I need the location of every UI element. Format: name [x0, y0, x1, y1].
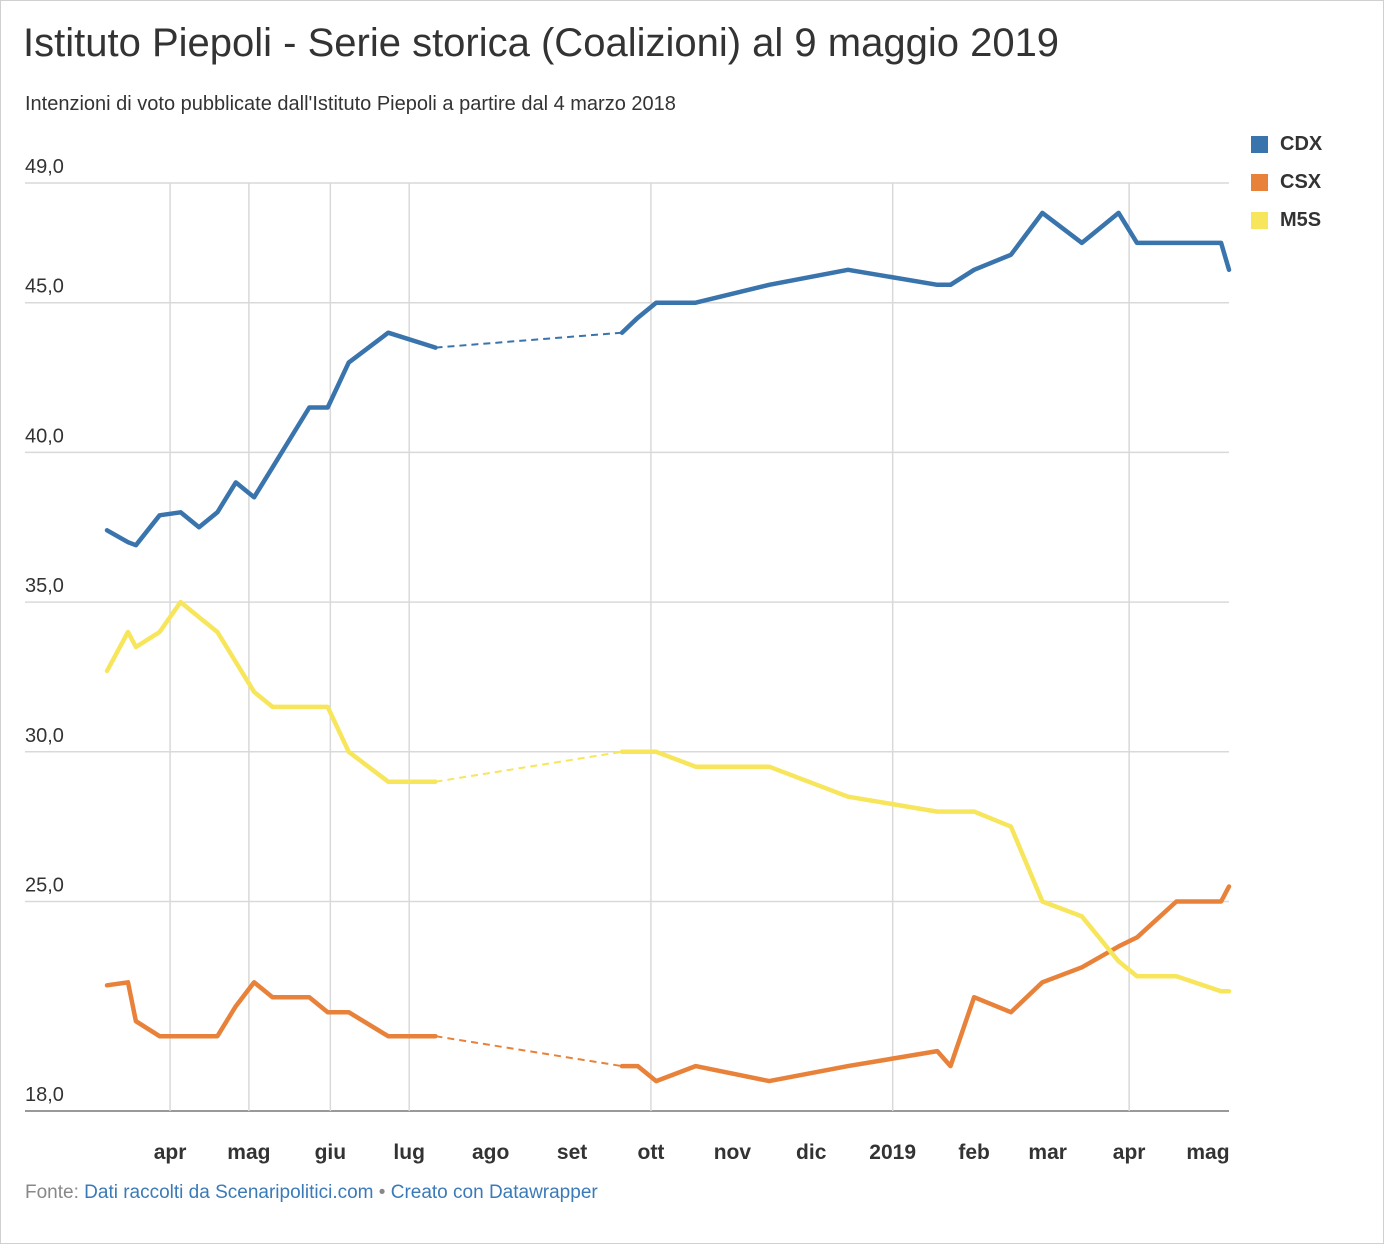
series-line-cdx-part2: [622, 213, 1229, 333]
legend-swatch: [1251, 136, 1268, 153]
legend-label: CDX: [1280, 133, 1322, 156]
legend-label: M5S: [1280, 209, 1321, 232]
series-line-csx-part1: [107, 982, 436, 1036]
x-tick-label: ago: [472, 1141, 509, 1164]
series-line-cdx-gap: [436, 333, 623, 348]
x-tick-label: ott: [638, 1141, 665, 1164]
series-line-csx-part2: [622, 887, 1229, 1082]
series-line-m5s-gap: [436, 752, 623, 782]
footer-separator: •: [379, 1182, 386, 1203]
y-tick-label: 40,0: [25, 425, 64, 447]
series-line-cdx-part1: [107, 333, 436, 546]
source-link[interactable]: Dati raccolti da Scenaripolitici.com: [84, 1182, 373, 1203]
x-tick-label: apr: [1113, 1141, 1146, 1164]
x-tick-label: giu: [315, 1141, 347, 1164]
x-tick-label: mar: [1028, 1141, 1067, 1164]
footer: Fonte: Dati raccolti da Scenaripolitici.…: [25, 1182, 598, 1204]
y-gridlines: [25, 183, 1229, 1111]
series-line-m5s-part1: [107, 602, 436, 782]
x-tick-labels: apr mag giu lug ago set ott nov dic 2019 feb mar apr…: [154, 1141, 1230, 1164]
legend-swatch: [1251, 174, 1268, 191]
y-tick-labels: 49,0 45,0 40,0 35,0 30,0 25,0 18,0: [25, 156, 64, 1106]
y-tick-label: 30,0: [25, 725, 64, 747]
x-tick-label: lug: [393, 1141, 425, 1164]
x-tick-label: nov: [714, 1141, 752, 1164]
x-tick-label: dic: [796, 1141, 827, 1164]
line-chart: 49,0 45,0 40,0 35,0 30,0 25,0 18,0 apr mag giu lu…: [1, 1, 1384, 1171]
x-tick-label: apr: [154, 1141, 187, 1164]
legend-swatch: [1251, 212, 1268, 229]
x-tick-label: mag: [1186, 1141, 1229, 1164]
legend-item-m5s: M5S: [1251, 201, 1322, 239]
y-tick-label: 49,0: [25, 156, 64, 178]
legend-item-cdx: CDX: [1251, 125, 1322, 163]
legend: CDX CSX M5S: [1251, 125, 1322, 239]
x-tick-label: 2019: [869, 1141, 916, 1164]
datawrapper-link[interactable]: Creato con Datawrapper: [391, 1182, 598, 1203]
x-tick-label: feb: [958, 1141, 990, 1164]
series-line-csx-gap: [436, 1036, 623, 1066]
x-tick-label: set: [557, 1141, 587, 1164]
y-tick-label: 18,0: [25, 1084, 64, 1106]
y-tick-label: 25,0: [25, 874, 64, 896]
series-lines: [107, 213, 1229, 1081]
legend-label: CSX: [1280, 171, 1321, 194]
chart-frame: Istituto Piepoli - Serie storica (Coaliz…: [0, 0, 1384, 1244]
y-tick-label: 45,0: [25, 276, 64, 298]
y-tick-label: 35,0: [25, 575, 64, 597]
x-gridlines: [170, 183, 1129, 1111]
footer-prefix: Fonte:: [25, 1182, 79, 1203]
legend-item-csx: CSX: [1251, 163, 1322, 201]
series-line-m5s-part2: [622, 752, 1229, 992]
x-tick-label: mag: [227, 1141, 270, 1164]
